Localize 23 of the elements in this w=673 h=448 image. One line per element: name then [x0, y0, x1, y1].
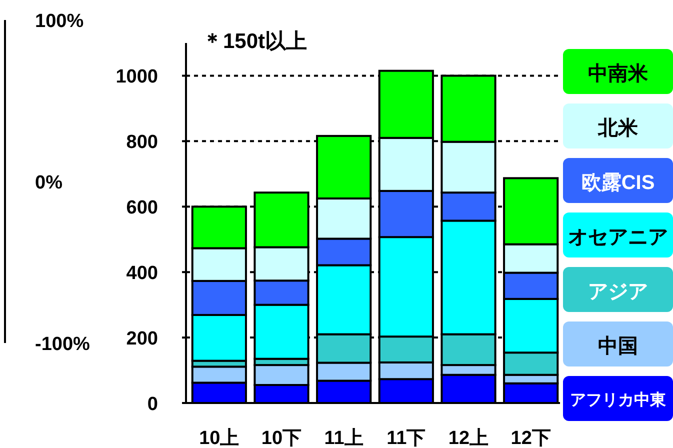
text: アジア: [588, 281, 648, 303]
series-label: アフリカ中東: [570, 391, 667, 409]
x-tick-label: 11上: [324, 427, 364, 448]
text: 北米: [597, 118, 639, 140]
text: 0%: [35, 172, 63, 194]
x-tick-label: 10下: [261, 428, 302, 448]
x-tick-label: 11下: [386, 428, 426, 448]
y-tick-label: 200: [126, 328, 158, 350]
x-tick-label: 10上: [199, 427, 240, 448]
y-tick-label: 1000: [116, 66, 158, 88]
x-tick-label: 12上: [448, 427, 489, 448]
chart-subtitle: ＊150t以上: [202, 30, 308, 53]
text: 100%: [35, 11, 84, 32]
y-tick-label: 800: [126, 132, 158, 154]
text: -100%: [35, 334, 90, 355]
text: 中国: [598, 336, 638, 358]
x-tick-label: 12下: [510, 428, 551, 448]
y-tick-label: 0: [147, 394, 158, 415]
text: オセアニア: [568, 226, 668, 248]
text: 中南米: [588, 63, 649, 85]
y-tick-label: 600: [126, 198, 158, 219]
text: 欧露CIS: [581, 172, 655, 194]
y-tick-label: 400: [126, 263, 158, 284]
